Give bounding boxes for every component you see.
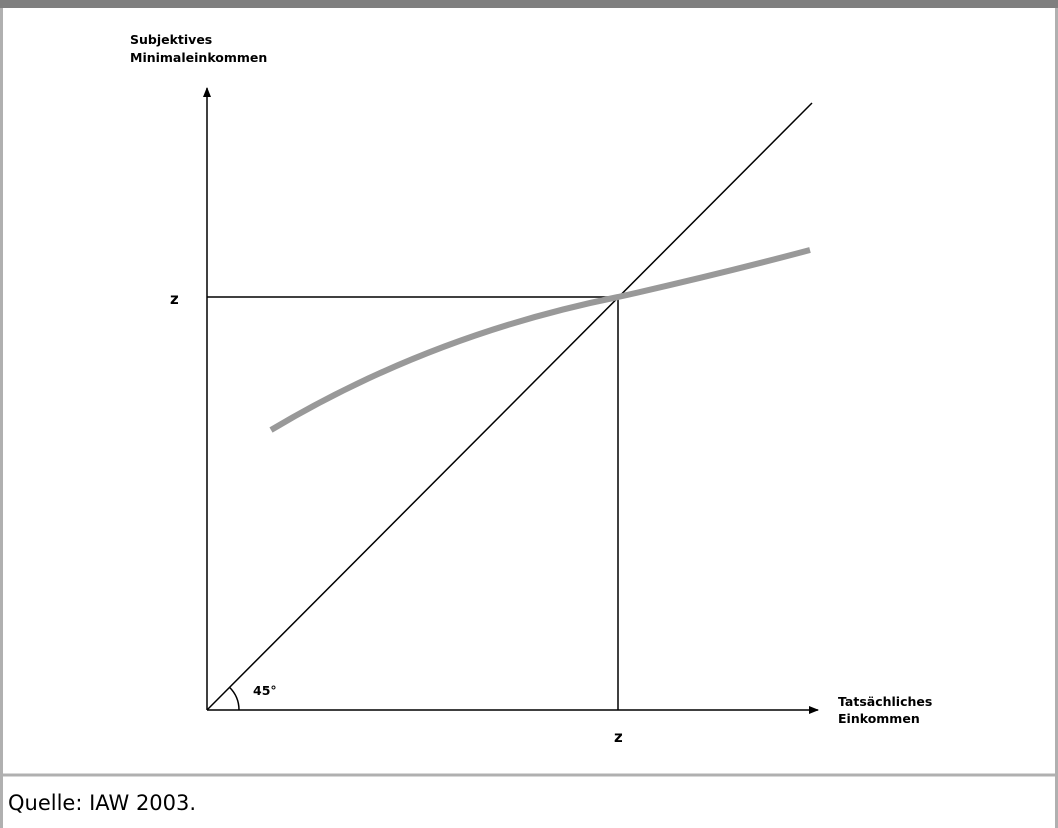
x-marker: z — [614, 728, 623, 746]
y-marker: z — [170, 290, 179, 308]
diagonal-line — [206, 102, 813, 711]
angle-label: 45° — [253, 683, 277, 698]
top-bar — [0, 0, 1058, 8]
y-axis-label: Minimaleinkommen — [130, 50, 267, 65]
curve — [269, 247, 811, 433]
y-axis-label: Subjektives — [130, 32, 212, 47]
x-axis-label: Einkommen — [838, 711, 920, 726]
x-axis-label: Tatsächliches — [838, 694, 932, 709]
source: Quelle: IAW 2003. — [8, 791, 196, 815]
angle-arc — [229, 686, 240, 711]
